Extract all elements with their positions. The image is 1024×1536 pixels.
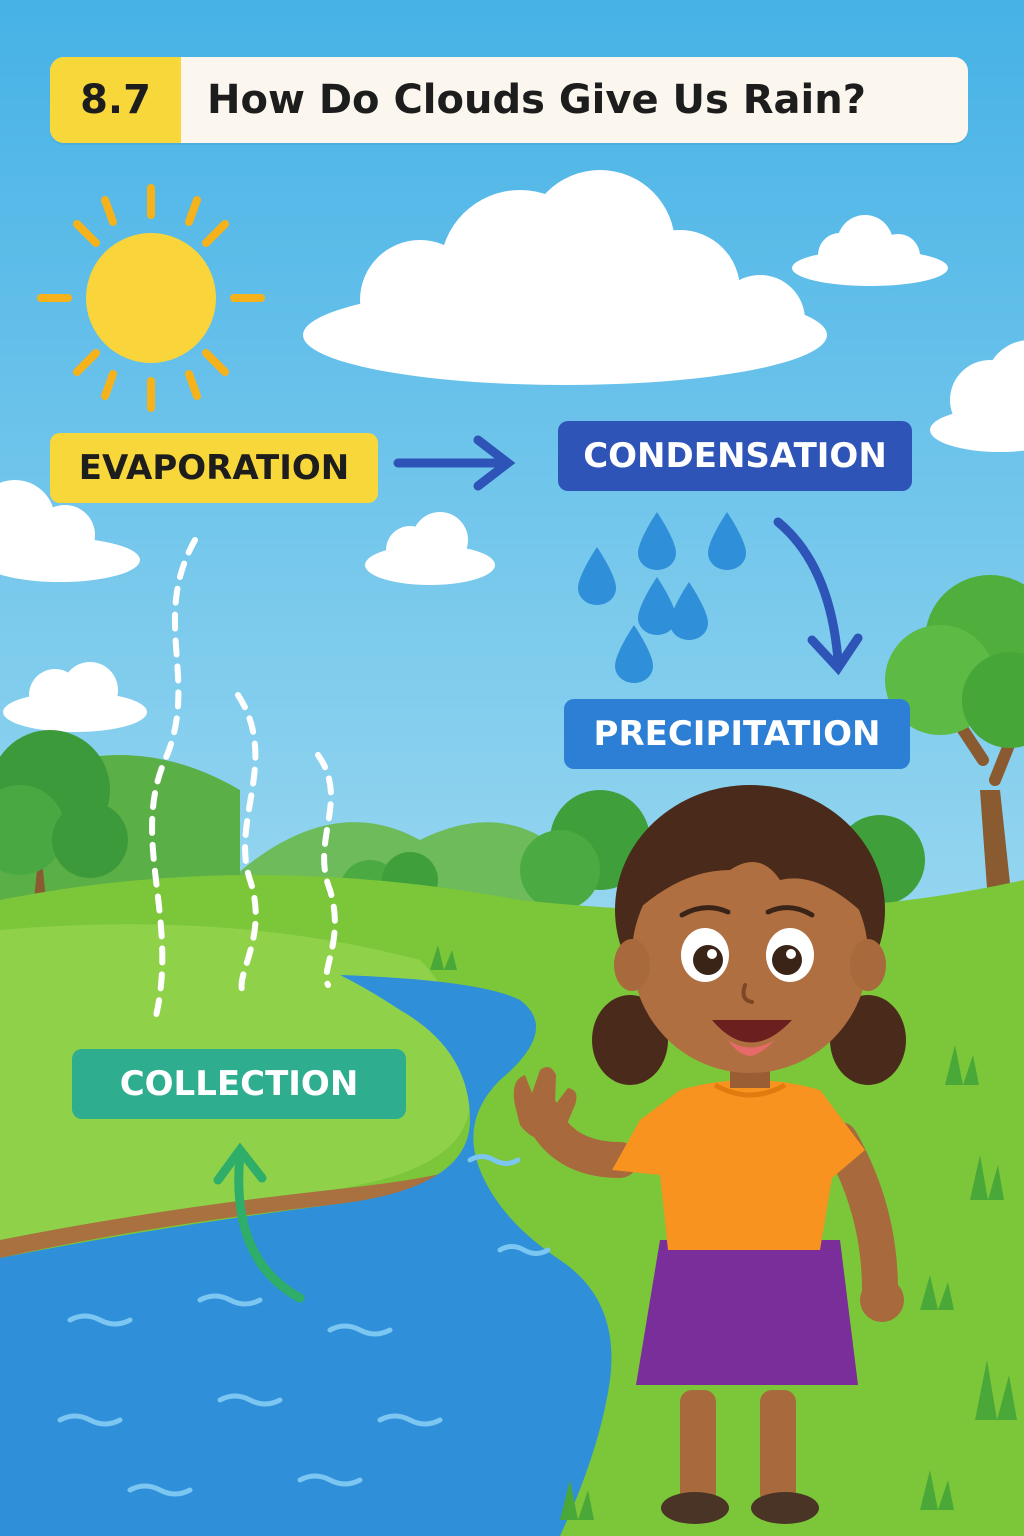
sun-icon xyxy=(37,184,265,412)
raindrops-icon xyxy=(578,512,746,683)
tree-right xyxy=(885,575,1024,930)
girl-character xyxy=(513,785,906,1524)
lesson-title: How Do Clouds Give Us Rain? xyxy=(207,77,866,123)
arrow-collection xyxy=(213,1142,305,1303)
arrow-evap-to-cond xyxy=(393,435,516,491)
label-condensation: CONDENSATION xyxy=(558,421,912,491)
lesson-title-bar: 8.7 How Do Clouds Give Us Rain? xyxy=(50,57,968,143)
left-bank-edge xyxy=(0,1160,470,1258)
small-cloud-top-right xyxy=(792,215,948,286)
river xyxy=(0,975,612,1536)
lesson-number: 8.7 xyxy=(50,57,181,143)
label-collection: COLLECTION xyxy=(72,1049,406,1119)
cloud-low-left xyxy=(3,662,147,732)
big-cloud xyxy=(303,170,827,385)
grass-tufts xyxy=(430,945,1017,1520)
smile xyxy=(712,1020,792,1043)
waving-hand xyxy=(513,1066,577,1141)
shirt xyxy=(612,1080,865,1250)
cloud-left xyxy=(0,480,140,582)
cloud-middle xyxy=(365,512,495,585)
face xyxy=(632,837,868,1073)
tree-left xyxy=(0,730,128,960)
cloud-right-edge xyxy=(930,340,1024,452)
label-evaporation: EVAPORATION xyxy=(50,433,378,503)
label-precipitation: PRECIPITATION xyxy=(564,699,910,769)
evaporation-vapor-lines xyxy=(149,537,338,1023)
skirt xyxy=(636,1240,858,1385)
river-waves xyxy=(57,1154,551,1497)
arrow-cond-to-prec xyxy=(773,517,863,676)
